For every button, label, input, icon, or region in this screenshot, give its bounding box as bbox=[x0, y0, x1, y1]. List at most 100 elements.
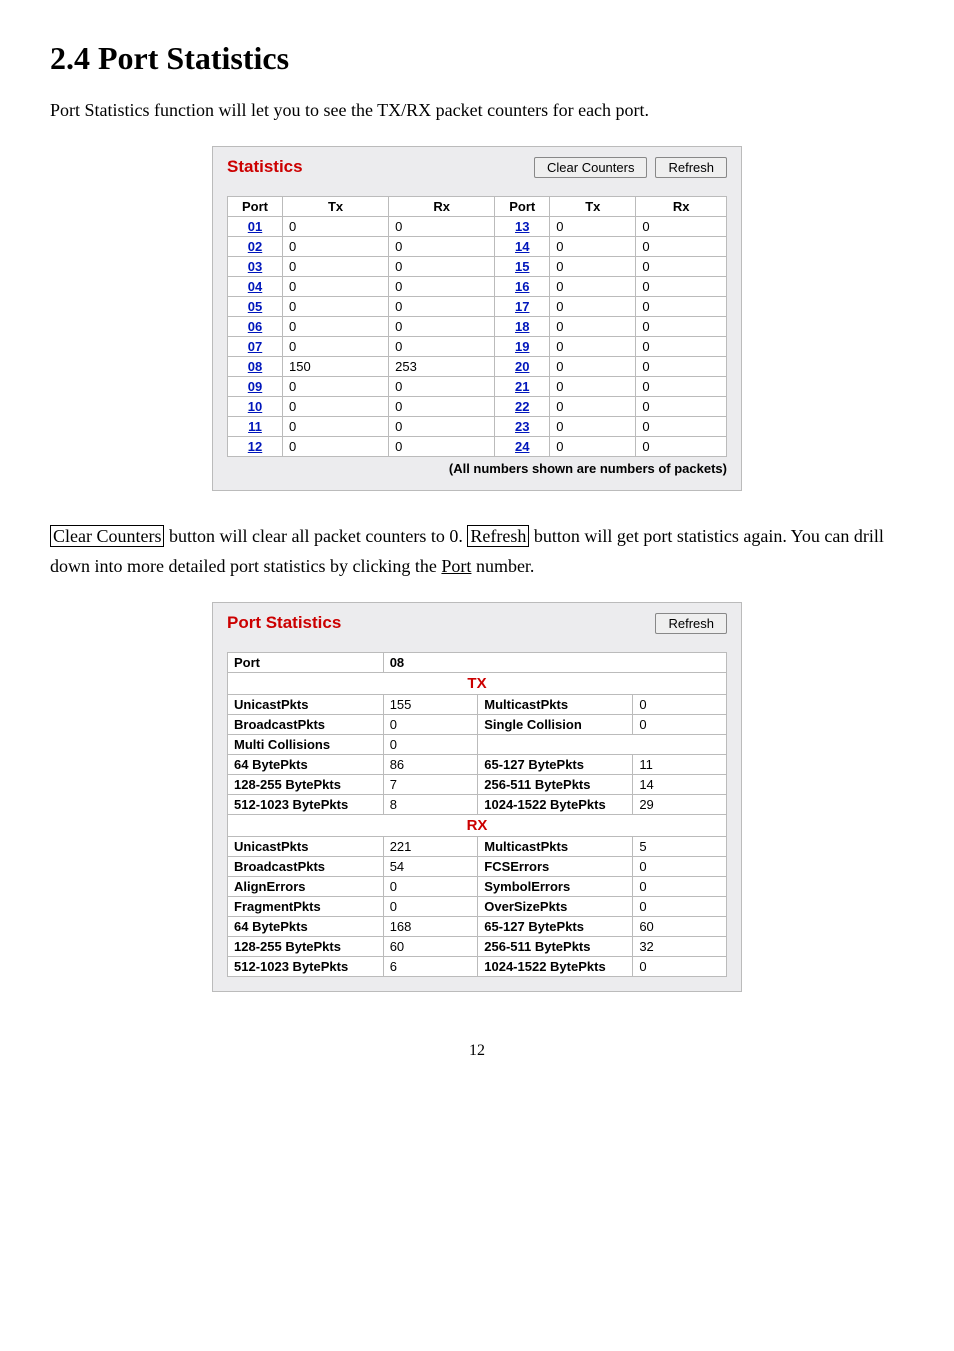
port-link[interactable]: 16 bbox=[515, 279, 529, 294]
rx-cell: 0 bbox=[636, 376, 727, 396]
port-cell: 18 bbox=[495, 316, 550, 336]
port-link[interactable]: 01 bbox=[248, 219, 262, 234]
rx-section-row: RX bbox=[228, 814, 727, 836]
port-link[interactable]: 18 bbox=[515, 319, 529, 334]
port-link[interactable]: 21 bbox=[515, 379, 529, 394]
port-cell: 23 bbox=[495, 416, 550, 436]
port-link[interactable]: 19 bbox=[515, 339, 529, 354]
port-link[interactable]: 12 bbox=[248, 439, 262, 454]
table-row: 03001500 bbox=[228, 256, 727, 276]
rx-cell: 0 bbox=[636, 216, 727, 236]
stat-label: 512-1023 BytePkts bbox=[228, 794, 384, 814]
tx-cell: 0 bbox=[550, 256, 636, 276]
clear-counters-label-box: Clear Counters bbox=[50, 525, 164, 547]
table-row: FragmentPkts0OverSizePkts0 bbox=[228, 896, 727, 916]
port-link[interactable]: 15 bbox=[515, 259, 529, 274]
table-row: BroadcastPkts54FCSErrors0 bbox=[228, 856, 727, 876]
port-link[interactable]: 04 bbox=[248, 279, 262, 294]
port-cell: 03 bbox=[228, 256, 283, 276]
tx-cell: 0 bbox=[550, 396, 636, 416]
rx-cell: 0 bbox=[389, 436, 495, 456]
rx-cell: 0 bbox=[389, 416, 495, 436]
port-detail-title: Port Statistics bbox=[227, 613, 341, 633]
stat-value: 60 bbox=[383, 936, 478, 956]
stat-label: Multi Collisions bbox=[228, 734, 384, 754]
stat-value: 5 bbox=[633, 836, 727, 856]
port-cell: 17 bbox=[495, 296, 550, 316]
port-link[interactable]: 02 bbox=[248, 239, 262, 254]
port-cell: 07 bbox=[228, 336, 283, 356]
table-row: 512-1023 BytePkts61024-1522 BytePkts0 bbox=[228, 956, 727, 976]
stat-label: 65-127 BytePkts bbox=[478, 754, 633, 774]
port-link[interactable]: 23 bbox=[515, 419, 529, 434]
stat-label: FragmentPkts bbox=[228, 896, 384, 916]
port-link[interactable]: 13 bbox=[515, 219, 529, 234]
col-rx-left: Rx bbox=[389, 196, 495, 216]
port-cell: 02 bbox=[228, 236, 283, 256]
port-label: Port bbox=[228, 652, 384, 672]
rx-cell: 0 bbox=[389, 336, 495, 356]
stat-value: 11 bbox=[633, 754, 727, 774]
port-link[interactable]: 08 bbox=[248, 359, 262, 374]
stat-value: 32 bbox=[633, 936, 727, 956]
stat-label: 65-127 BytePkts bbox=[478, 916, 633, 936]
tx-cell: 0 bbox=[550, 436, 636, 456]
rx-cell: 0 bbox=[389, 296, 495, 316]
stat-value: 54 bbox=[383, 856, 478, 876]
table-row: 07001900 bbox=[228, 336, 727, 356]
stat-label: 64 BytePkts bbox=[228, 916, 384, 936]
rx-cell: 0 bbox=[389, 376, 495, 396]
port-detail-buttons: Refresh bbox=[655, 613, 727, 634]
tx-cell: 0 bbox=[550, 416, 636, 436]
stat-value: 8 bbox=[383, 794, 478, 814]
stat-label: AlignErrors bbox=[228, 876, 384, 896]
port-link[interactable]: 24 bbox=[515, 439, 529, 454]
table-row: 128-255 BytePkts7256-511 BytePkts14 bbox=[228, 774, 727, 794]
stat-label: MulticastPkts bbox=[478, 694, 633, 714]
port-cell: 01 bbox=[228, 216, 283, 236]
detail-refresh-button[interactable]: Refresh bbox=[655, 613, 727, 634]
port-cell: 09 bbox=[228, 376, 283, 396]
tx-cell: 0 bbox=[283, 216, 389, 236]
section-heading: 2.4 Port Statistics bbox=[50, 40, 904, 77]
rx-cell: 0 bbox=[636, 256, 727, 276]
port-link[interactable]: 03 bbox=[248, 259, 262, 274]
table-row: BroadcastPkts0Single Collision0 bbox=[228, 714, 727, 734]
stat-label: OverSizePkts bbox=[478, 896, 633, 916]
col-tx-right: Tx bbox=[550, 196, 636, 216]
tx-cell: 0 bbox=[283, 336, 389, 356]
statistics-table: Port Tx Rx Port Tx Rx 010013000200140003… bbox=[227, 196, 727, 457]
port-link[interactable]: 22 bbox=[515, 399, 529, 414]
port-link[interactable]: 07 bbox=[248, 339, 262, 354]
tx-cell: 0 bbox=[550, 236, 636, 256]
statistics-title: Statistics bbox=[227, 157, 303, 177]
port-link[interactable]: 06 bbox=[248, 319, 262, 334]
stat-value: 6 bbox=[383, 956, 478, 976]
port-link[interactable]: 10 bbox=[248, 399, 262, 414]
stat-label: Single Collision bbox=[478, 714, 633, 734]
port-link[interactable]: 11 bbox=[248, 419, 262, 434]
port-detail-table: Port 08 TX UnicastPkts155MulticastPkts0B… bbox=[227, 652, 727, 977]
port-link[interactable]: 14 bbox=[515, 239, 529, 254]
table-row: 12002400 bbox=[228, 436, 727, 456]
port-link[interactable]: 20 bbox=[515, 359, 529, 374]
port-cell: 10 bbox=[228, 396, 283, 416]
port-cell: 12 bbox=[228, 436, 283, 456]
clear-counters-button[interactable]: Clear Counters bbox=[534, 157, 647, 178]
port-underline: Port bbox=[441, 556, 471, 576]
stat-value: 155 bbox=[383, 694, 478, 714]
statistics-panel-header: Statistics Clear Counters Refresh bbox=[227, 157, 727, 178]
port-link[interactable]: 09 bbox=[248, 379, 262, 394]
stat-label: 256-511 BytePkts bbox=[478, 936, 633, 956]
stat-value: 0 bbox=[633, 896, 727, 916]
tx-cell: 0 bbox=[283, 376, 389, 396]
stat-label: 512-1023 BytePkts bbox=[228, 956, 384, 976]
stat-label: BroadcastPkts bbox=[228, 714, 384, 734]
tx-cell: 0 bbox=[283, 436, 389, 456]
port-cell: 16 bbox=[495, 276, 550, 296]
tx-cell: 150 bbox=[283, 356, 389, 376]
refresh-button[interactable]: Refresh bbox=[655, 157, 727, 178]
port-link[interactable]: 17 bbox=[515, 299, 529, 314]
port-link[interactable]: 05 bbox=[248, 299, 262, 314]
stat-label: FCSErrors bbox=[478, 856, 633, 876]
